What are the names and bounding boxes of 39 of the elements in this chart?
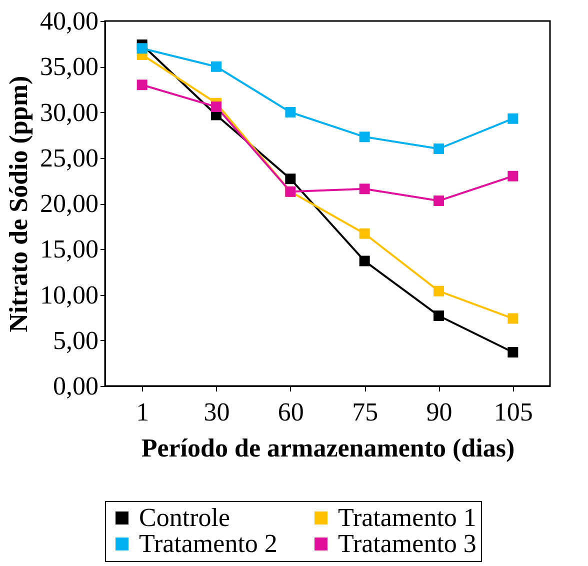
point [359,228,370,239]
point [136,80,148,90]
point [285,174,296,184]
point [434,310,444,321]
point [211,102,222,112]
legend-label: Tratamento 2 [139,529,278,558]
point [136,43,148,54]
y-tick-label: 5,00 [53,326,98,355]
x-tick-label: 90 [426,398,452,426]
y-tick-label: 15,00 [40,234,98,264]
point [508,346,518,358]
y-tick-label: 20,00 [40,189,98,218]
point [359,132,370,142]
x-tick-label: 75 [352,398,378,426]
point [211,61,222,72]
point [359,184,370,194]
point [508,170,518,182]
point [434,286,444,296]
y-tick-label: 40,00 [40,6,98,36]
x-tick-label: 30 [204,398,230,426]
y-tick-label: 10,00 [40,280,98,310]
legend-label: Tratamento 1 [338,503,476,532]
x-tick-label: 105 [494,398,533,426]
y-tick-label: 35,00 [40,52,98,82]
y-axis-title: Nitrato de Sódio (ppm) [4,76,33,332]
point [508,113,518,124]
point [359,256,370,266]
x-tick-label: 60 [278,398,304,426]
point [285,107,296,118]
x-axis-title: Período de armazenamento (dias) [141,434,515,462]
y-tick-label: 0,00 [53,372,98,400]
legend-label: Controle [139,503,230,532]
point [434,144,444,154]
point [434,196,444,206]
y-tick-label: 30,00 [40,98,98,127]
y-tick-label: 25,00 [40,143,98,172]
legend-label: Tratamento 3 [338,529,476,558]
x-tick-label: 1 [136,398,150,426]
point [508,313,518,324]
